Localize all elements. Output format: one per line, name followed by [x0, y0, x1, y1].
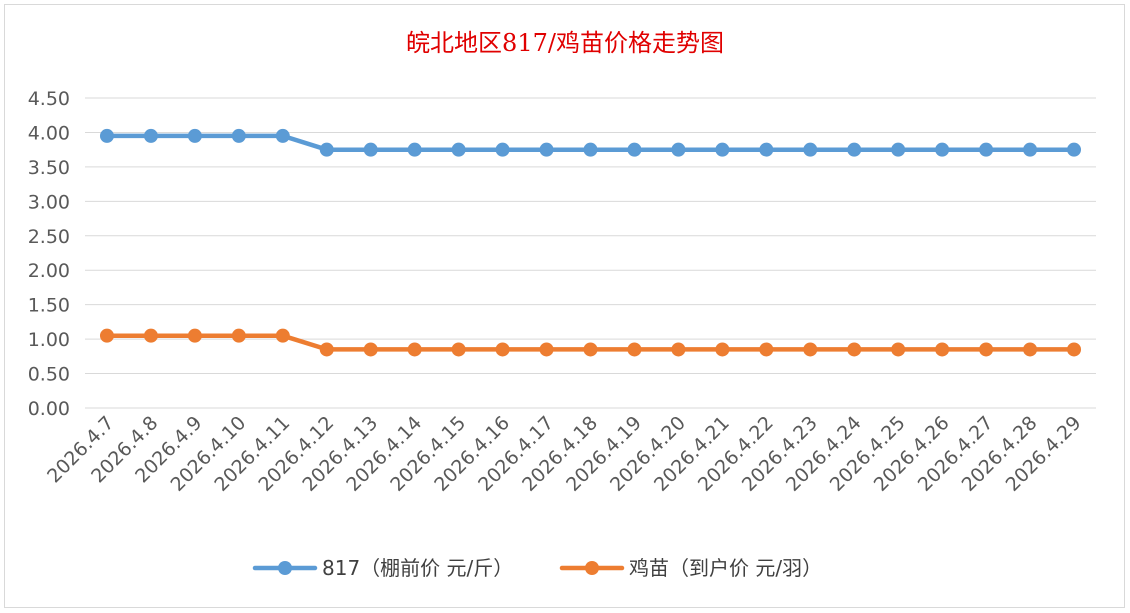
data-point: [363, 142, 378, 157]
chart-title: 皖北地区817/鸡苗价格走势图: [406, 29, 724, 57]
y-axis: 0.00 0.50 1.00 1.50 2.00 2.50 3.00 3.50 4.00 4.50: [28, 88, 70, 420]
data-point: [759, 342, 774, 357]
y-tick-label: 0.00: [28, 398, 70, 420]
data-point: [231, 328, 246, 343]
chart-area-border: [4, 4, 1125, 608]
data-point: [891, 142, 906, 157]
gridlines: [85, 97, 1096, 409]
data-point: [187, 328, 202, 343]
data-point: [539, 342, 554, 357]
y-tick-label: 3.50: [28, 157, 70, 179]
data-point: [847, 342, 862, 357]
data-point: [451, 342, 466, 357]
data-point: [803, 142, 818, 157]
data-point: [627, 142, 642, 157]
data-point: [627, 342, 642, 357]
data-point: [979, 142, 994, 157]
data-point: [231, 128, 246, 143]
y-tick-label: 2.00: [28, 260, 70, 282]
data-point: [891, 342, 906, 357]
data-point: [715, 342, 730, 357]
data-point: [1067, 342, 1082, 357]
data-point: [979, 342, 994, 357]
data-point: [495, 342, 510, 357]
y-tick-label: 1.00: [28, 329, 70, 351]
data-point: [1023, 342, 1038, 357]
data-point: [319, 342, 334, 357]
data-point: [319, 142, 334, 157]
data-point: [539, 142, 554, 157]
legend: 817（棚前价 元/斤） 鸡苗（到户价 元/羽）: [252, 556, 822, 580]
legend-marker-2: [585, 561, 599, 575]
legend-label-2: 鸡苗（到户价 元/羽）: [629, 556, 822, 580]
data-point: [99, 328, 114, 343]
data-point: [759, 142, 774, 157]
y-tick-label: 4.50: [28, 88, 70, 110]
data-point: [1023, 142, 1038, 157]
data-point: [583, 342, 598, 357]
data-point: [803, 342, 818, 357]
data-point: [363, 342, 378, 357]
data-point: [671, 342, 686, 357]
data-point: [935, 342, 950, 357]
data-point: [583, 142, 598, 157]
y-tick-label: 2.50: [28, 226, 70, 248]
data-point: [1067, 142, 1082, 157]
data-point: [451, 142, 466, 157]
legend-label-1: 817（棚前价 元/斤）: [322, 556, 513, 580]
data-point: [143, 328, 158, 343]
data-point: [407, 142, 422, 157]
plot-area: [99, 128, 1082, 357]
data-point: [715, 142, 730, 157]
data-point: [275, 328, 290, 343]
data-point: [187, 128, 202, 143]
data-point: [407, 342, 422, 357]
data-point: [495, 142, 510, 157]
y-tick-label: 1.50: [28, 295, 70, 317]
y-tick-label: 4.00: [28, 122, 70, 144]
data-point: [275, 128, 290, 143]
y-tick-label: 3.00: [28, 191, 70, 213]
data-point: [143, 128, 158, 143]
data-point: [847, 142, 862, 157]
data-point: [99, 128, 114, 143]
data-point: [671, 142, 686, 157]
legend-marker-1: [278, 561, 292, 575]
data-point: [935, 142, 950, 157]
y-tick-label: 0.50: [28, 364, 70, 386]
